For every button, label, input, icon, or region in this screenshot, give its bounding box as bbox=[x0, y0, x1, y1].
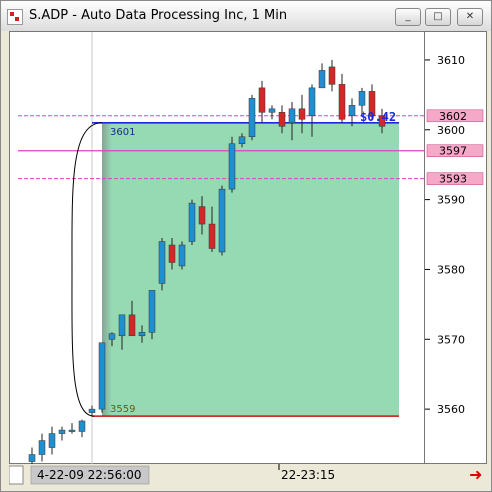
candle-up bbox=[318, 70, 326, 89]
candle-up bbox=[48, 433, 56, 448]
price-axis[interactable]: 3560 3570 3580 3590 3600 3610 3602 3597 3593 bbox=[425, 31, 487, 464]
time-label-bg bbox=[30, 465, 150, 485]
candle-up bbox=[348, 105, 356, 117]
measure-box-edge bbox=[102, 122, 112, 417]
maximize-button[interactable]: □ bbox=[425, 8, 451, 26]
price-tick-label: 3580 bbox=[437, 263, 465, 276]
candle-up bbox=[28, 454, 36, 462]
candle-down bbox=[208, 223, 216, 249]
candle-up bbox=[98, 342, 106, 410]
candle-up bbox=[268, 108, 276, 113]
candle-up bbox=[188, 202, 196, 242]
price-tick-label: 3610 bbox=[437, 54, 465, 67]
candle-down bbox=[298, 108, 306, 120]
candle-up bbox=[88, 408, 96, 413]
level-tag-label: 3602 bbox=[439, 110, 467, 123]
minimize-button[interactable]: _ bbox=[395, 8, 421, 26]
price-tick-label: 3570 bbox=[437, 333, 465, 346]
time-label-start: 4-22-09 22:56:00 bbox=[37, 468, 142, 482]
chart-plot-area[interactable]: 3601 3559 $0.42 bbox=[9, 31, 426, 465]
level-tag-bg bbox=[426, 109, 484, 123]
measure-bracket bbox=[71, 122, 103, 417]
candle-up bbox=[288, 108, 296, 124]
window-title: S.ADP - Auto Data Processing Inc, 1 Min bbox=[29, 8, 288, 23]
level-tag-label: 3593 bbox=[439, 173, 467, 186]
time-axis[interactable]: 4-22-09 22:56:00 22-23:15 bbox=[9, 464, 425, 486]
candle-down bbox=[328, 66, 336, 85]
level-tag-label: 3597 bbox=[439, 145, 467, 158]
candle-down bbox=[278, 112, 286, 127]
candle-up bbox=[58, 429, 66, 434]
candle-up bbox=[228, 143, 236, 190]
candle-down bbox=[168, 244, 176, 263]
price-tick-label: 3560 bbox=[437, 403, 465, 416]
candle-up bbox=[68, 429, 76, 432]
candle-up bbox=[78, 420, 86, 432]
level-tag-bg bbox=[426, 172, 484, 185]
candle-up bbox=[358, 91, 366, 106]
price-axis-svg: 3560 3570 3580 3590 3600 3610 3602 3597 3593 bbox=[425, 54, 484, 416]
price-tick-label: 3600 bbox=[437, 124, 465, 137]
title-bar[interactable]: S.ADP - Auto Data Processing Inc, 1 Min … bbox=[1, 1, 491, 31]
candle-up bbox=[178, 244, 186, 267]
measure-box bbox=[102, 122, 399, 417]
time-axis-handle bbox=[9, 465, 24, 485]
candle-down bbox=[378, 115, 386, 127]
chart-svg: 3601 3559 $0.42 bbox=[18, 32, 426, 465]
price-tick-label: 3590 bbox=[437, 194, 465, 207]
candle-down bbox=[198, 206, 206, 225]
candle-down bbox=[258, 87, 266, 113]
scroll-right-arrow-icon[interactable]: ➜ bbox=[469, 465, 483, 484]
candle-up bbox=[238, 136, 246, 144]
time-axis-svg: 4-22-09 22:56:00 22-23:15 bbox=[9, 464, 335, 485]
candle-down bbox=[338, 84, 346, 120]
candle-up bbox=[148, 290, 156, 333]
time-label-end: 22-23:15 bbox=[281, 468, 335, 482]
level-tag-bg bbox=[426, 144, 484, 157]
candle-up bbox=[138, 332, 146, 337]
candle-up bbox=[218, 188, 226, 253]
candle-up bbox=[118, 314, 126, 337]
measure-high-label: 3601 bbox=[110, 127, 135, 138]
candle-down bbox=[128, 314, 136, 337]
measure-low-label: 3559 bbox=[110, 404, 135, 415]
candle-down bbox=[368, 91, 376, 117]
measure-change-label: $0.42 bbox=[360, 110, 396, 124]
candle-up bbox=[108, 333, 116, 340]
close-button[interactable]: ✕ bbox=[457, 8, 483, 26]
candle-up bbox=[38, 440, 46, 455]
candle-up bbox=[158, 241, 166, 284]
candle-up bbox=[248, 98, 256, 138]
app-icon bbox=[7, 9, 23, 25]
candle-up bbox=[308, 87, 316, 117]
